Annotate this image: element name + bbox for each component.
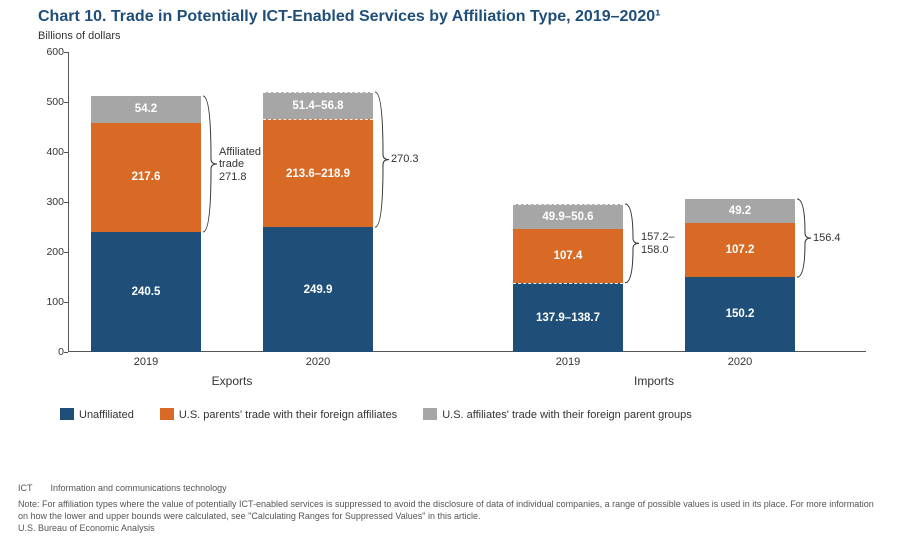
segment-affiliates: 49.2 bbox=[685, 199, 795, 224]
legend-text: U.S. affiliates' trade with their foreig… bbox=[442, 409, 692, 421]
y-tick-mark bbox=[64, 352, 68, 353]
y-tick: 400 bbox=[38, 146, 64, 158]
segment-label: 54.2 bbox=[91, 103, 201, 115]
source-line: U.S. Bureau of Economic Analysis bbox=[18, 522, 882, 534]
segment-parents: 213.6–218.9 bbox=[263, 119, 373, 227]
segment-label: 49.2 bbox=[685, 205, 795, 217]
y-tick-mark bbox=[64, 52, 68, 53]
legend-item-affiliates: U.S. affiliates' trade with their foreig… bbox=[423, 408, 692, 421]
y-tick-mark bbox=[64, 102, 68, 103]
legend-swatch bbox=[160, 408, 174, 420]
chart-title: Chart 10. Trade in Potentially ICT-Enabl… bbox=[0, 0, 900, 26]
y-tick: 300 bbox=[38, 196, 64, 208]
plot-region: 0100200300400500600240.5217.654.22019Aff… bbox=[68, 52, 866, 352]
y-tick-mark bbox=[64, 152, 68, 153]
y-tick: 200 bbox=[38, 246, 64, 258]
segment-affiliates: 54.2 bbox=[91, 96, 201, 123]
x-tick-year: 2020 bbox=[306, 356, 330, 368]
y-tick: 600 bbox=[38, 46, 64, 58]
bracket-label: 156.4 bbox=[813, 232, 841, 245]
bar-imports_2020: 150.2 107.2 49.2 bbox=[685, 199, 795, 352]
y-axis-line bbox=[68, 52, 69, 352]
y-tick-mark bbox=[64, 202, 68, 203]
segment-label: 150.2 bbox=[685, 308, 795, 320]
x-tick-year: 2020 bbox=[728, 356, 752, 368]
y-tick-mark bbox=[64, 302, 68, 303]
abbr-key: ICT bbox=[18, 482, 48, 494]
segment-affiliates: 49.9–50.6 bbox=[513, 204, 623, 229]
segment-unaffiliated: 137.9–138.7 bbox=[513, 283, 623, 352]
segment-label: 217.6 bbox=[91, 171, 201, 183]
abbr-val: Information and communications technolog… bbox=[51, 483, 227, 493]
footnotes: ICT Information and communications techn… bbox=[18, 482, 882, 534]
legend-item-parents: U.S. parents' trade with their foreign a… bbox=[160, 408, 397, 421]
segment-parents: 107.4 bbox=[513, 229, 623, 283]
segment-unaffiliated: 150.2 bbox=[685, 277, 795, 352]
segment-unaffiliated: 240.5 bbox=[91, 232, 201, 352]
segment-parents: 107.2 bbox=[685, 223, 795, 277]
segment-affiliates: 51.4–56.8 bbox=[263, 92, 373, 119]
group-label: Exports bbox=[212, 374, 253, 388]
legend-text: Unaffiliated bbox=[79, 409, 134, 421]
x-tick-year: 2019 bbox=[134, 356, 158, 368]
group-label: Imports bbox=[634, 374, 674, 388]
affiliated-bracket bbox=[797, 199, 811, 277]
segment-label: 137.9–138.7 bbox=[513, 312, 623, 324]
bar-imports_2019: 137.9–138.7 107.4 49.9–50.6 bbox=[513, 204, 623, 352]
bar-exports_2019: 240.5 217.6 54.2 bbox=[91, 96, 201, 352]
legend: Unaffiliated U.S. parents' trade with the… bbox=[60, 408, 880, 421]
affiliated-bracket bbox=[203, 96, 217, 232]
chart-area: 0 100 200 300 400 500 600 240.5 217.6 54.2 2019 Aff… bbox=[38, 42, 866, 402]
x-tick-year: 2019 bbox=[556, 356, 580, 368]
segment-label: 51.4–56.8 bbox=[263, 100, 373, 112]
bracket-label: 157.2–158.0 bbox=[641, 231, 675, 256]
legend-text: U.S. parents' trade with their foreign a… bbox=[179, 409, 397, 421]
y-tick: 100 bbox=[38, 296, 64, 308]
segment-label: 240.5 bbox=[91, 286, 201, 298]
y-tick: 500 bbox=[38, 96, 64, 108]
segment-label: 107.4 bbox=[513, 250, 623, 262]
segment-label: 107.2 bbox=[685, 244, 795, 256]
abbr-line: ICT Information and communications techn… bbox=[18, 482, 882, 494]
legend-item-unaffiliated: Unaffiliated bbox=[60, 408, 134, 421]
y-axis-label: Billions of dollars bbox=[0, 30, 900, 42]
legend-swatch bbox=[423, 408, 437, 420]
segment-unaffiliated: 249.9 bbox=[263, 227, 373, 352]
bar-exports_2020: 249.9 213.6–218.9 51.4–56.8 bbox=[263, 92, 373, 352]
segment-label: 213.6–218.9 bbox=[263, 168, 373, 180]
affiliated-bracket bbox=[375, 92, 389, 227]
note-line: Note: For affiliation types where the va… bbox=[18, 498, 882, 522]
y-tick-mark bbox=[64, 252, 68, 253]
segment-parents: 217.6 bbox=[91, 123, 201, 232]
segment-label: 249.9 bbox=[263, 284, 373, 296]
y-tick: 0 bbox=[38, 346, 64, 358]
legend-swatch bbox=[60, 408, 74, 420]
segment-label: 49.9–50.6 bbox=[513, 211, 623, 223]
bracket-label: Affiliatedtrade271.8 bbox=[219, 146, 261, 184]
bracket-label: 270.3 bbox=[391, 153, 419, 166]
affiliated-bracket bbox=[625, 204, 639, 283]
